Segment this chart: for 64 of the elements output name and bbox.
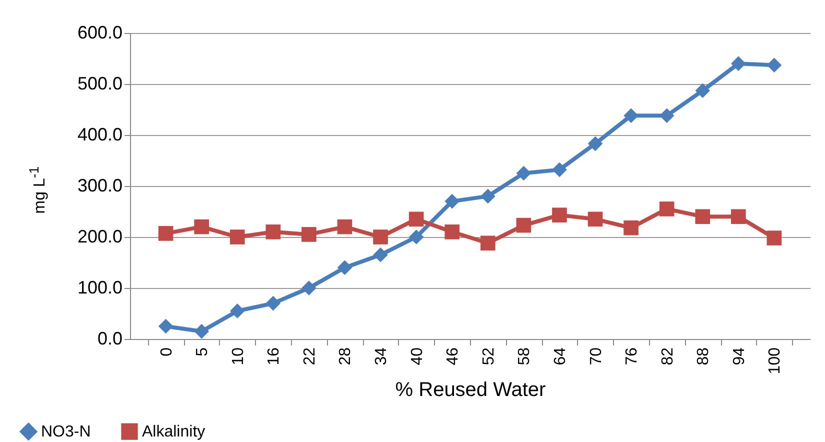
x-tick-label: 22 bbox=[301, 347, 318, 366]
point bbox=[659, 108, 674, 124]
point bbox=[194, 219, 209, 234]
point bbox=[516, 218, 532, 233]
legend-label: Alkalinity bbox=[142, 424, 206, 441]
y-tick-label: 100.0 bbox=[77, 278, 122, 298]
point bbox=[266, 296, 281, 311]
y-tick-label: 600.0 bbox=[77, 22, 122, 42]
point bbox=[624, 108, 638, 124]
point bbox=[480, 188, 496, 204]
point bbox=[158, 318, 174, 334]
x-tick-label: 34 bbox=[373, 347, 390, 366]
x-tick-label: 10 bbox=[230, 347, 247, 366]
point bbox=[373, 230, 388, 244]
point bbox=[588, 136, 603, 152]
y-tick-label: 300.0 bbox=[77, 176, 122, 196]
point bbox=[480, 236, 496, 251]
x-tick-label: 40 bbox=[408, 347, 426, 366]
point bbox=[516, 166, 532, 181]
x-tick-label: 46 bbox=[444, 347, 462, 366]
point bbox=[444, 194, 460, 209]
point bbox=[552, 162, 567, 178]
x-tick-label: 58 bbox=[516, 347, 534, 366]
x-tick-label: 76 bbox=[624, 347, 641, 366]
x-tick-label: 5 bbox=[194, 347, 212, 356]
y-tick-label: 500.0 bbox=[77, 74, 122, 94]
x-tick-label: 52 bbox=[480, 347, 498, 366]
x-tick-label: 88 bbox=[695, 347, 712, 366]
x-axis-title: % Reused Water bbox=[395, 379, 546, 402]
point bbox=[408, 212, 424, 227]
point bbox=[408, 230, 424, 244]
point bbox=[337, 260, 352, 276]
point bbox=[695, 83, 710, 98]
legend-label: NO3-N bbox=[41, 424, 91, 441]
point bbox=[659, 202, 674, 216]
x-tick-label: 64 bbox=[552, 347, 569, 366]
point bbox=[337, 219, 352, 234]
point bbox=[695, 209, 710, 224]
point bbox=[230, 230, 245, 244]
point bbox=[373, 247, 388, 262]
x-tick-label: 100 bbox=[766, 347, 784, 374]
x-tick-label: 28 bbox=[337, 347, 354, 366]
y-tick-label: 0.0 bbox=[97, 328, 122, 348]
point bbox=[230, 304, 245, 318]
point bbox=[766, 58, 782, 73]
point bbox=[302, 227, 316, 242]
x-tick-label: 16 bbox=[266, 347, 283, 366]
y-tick-label: 400.0 bbox=[77, 124, 122, 144]
x-tick-label: 0 bbox=[158, 347, 176, 356]
point bbox=[731, 56, 746, 72]
point bbox=[158, 226, 174, 241]
point bbox=[302, 280, 316, 296]
y-tick-label: 200.0 bbox=[77, 226, 122, 246]
point bbox=[766, 230, 782, 246]
point bbox=[444, 224, 460, 240]
x-tick-label: 70 bbox=[588, 347, 605, 366]
x-tick-label: 82 bbox=[659, 347, 676, 366]
point bbox=[731, 209, 746, 224]
point bbox=[624, 220, 638, 236]
x-tick-label: 94 bbox=[730, 347, 748, 366]
point bbox=[194, 324, 209, 339]
point bbox=[552, 208, 567, 222]
point bbox=[266, 224, 281, 240]
point bbox=[588, 212, 603, 227]
